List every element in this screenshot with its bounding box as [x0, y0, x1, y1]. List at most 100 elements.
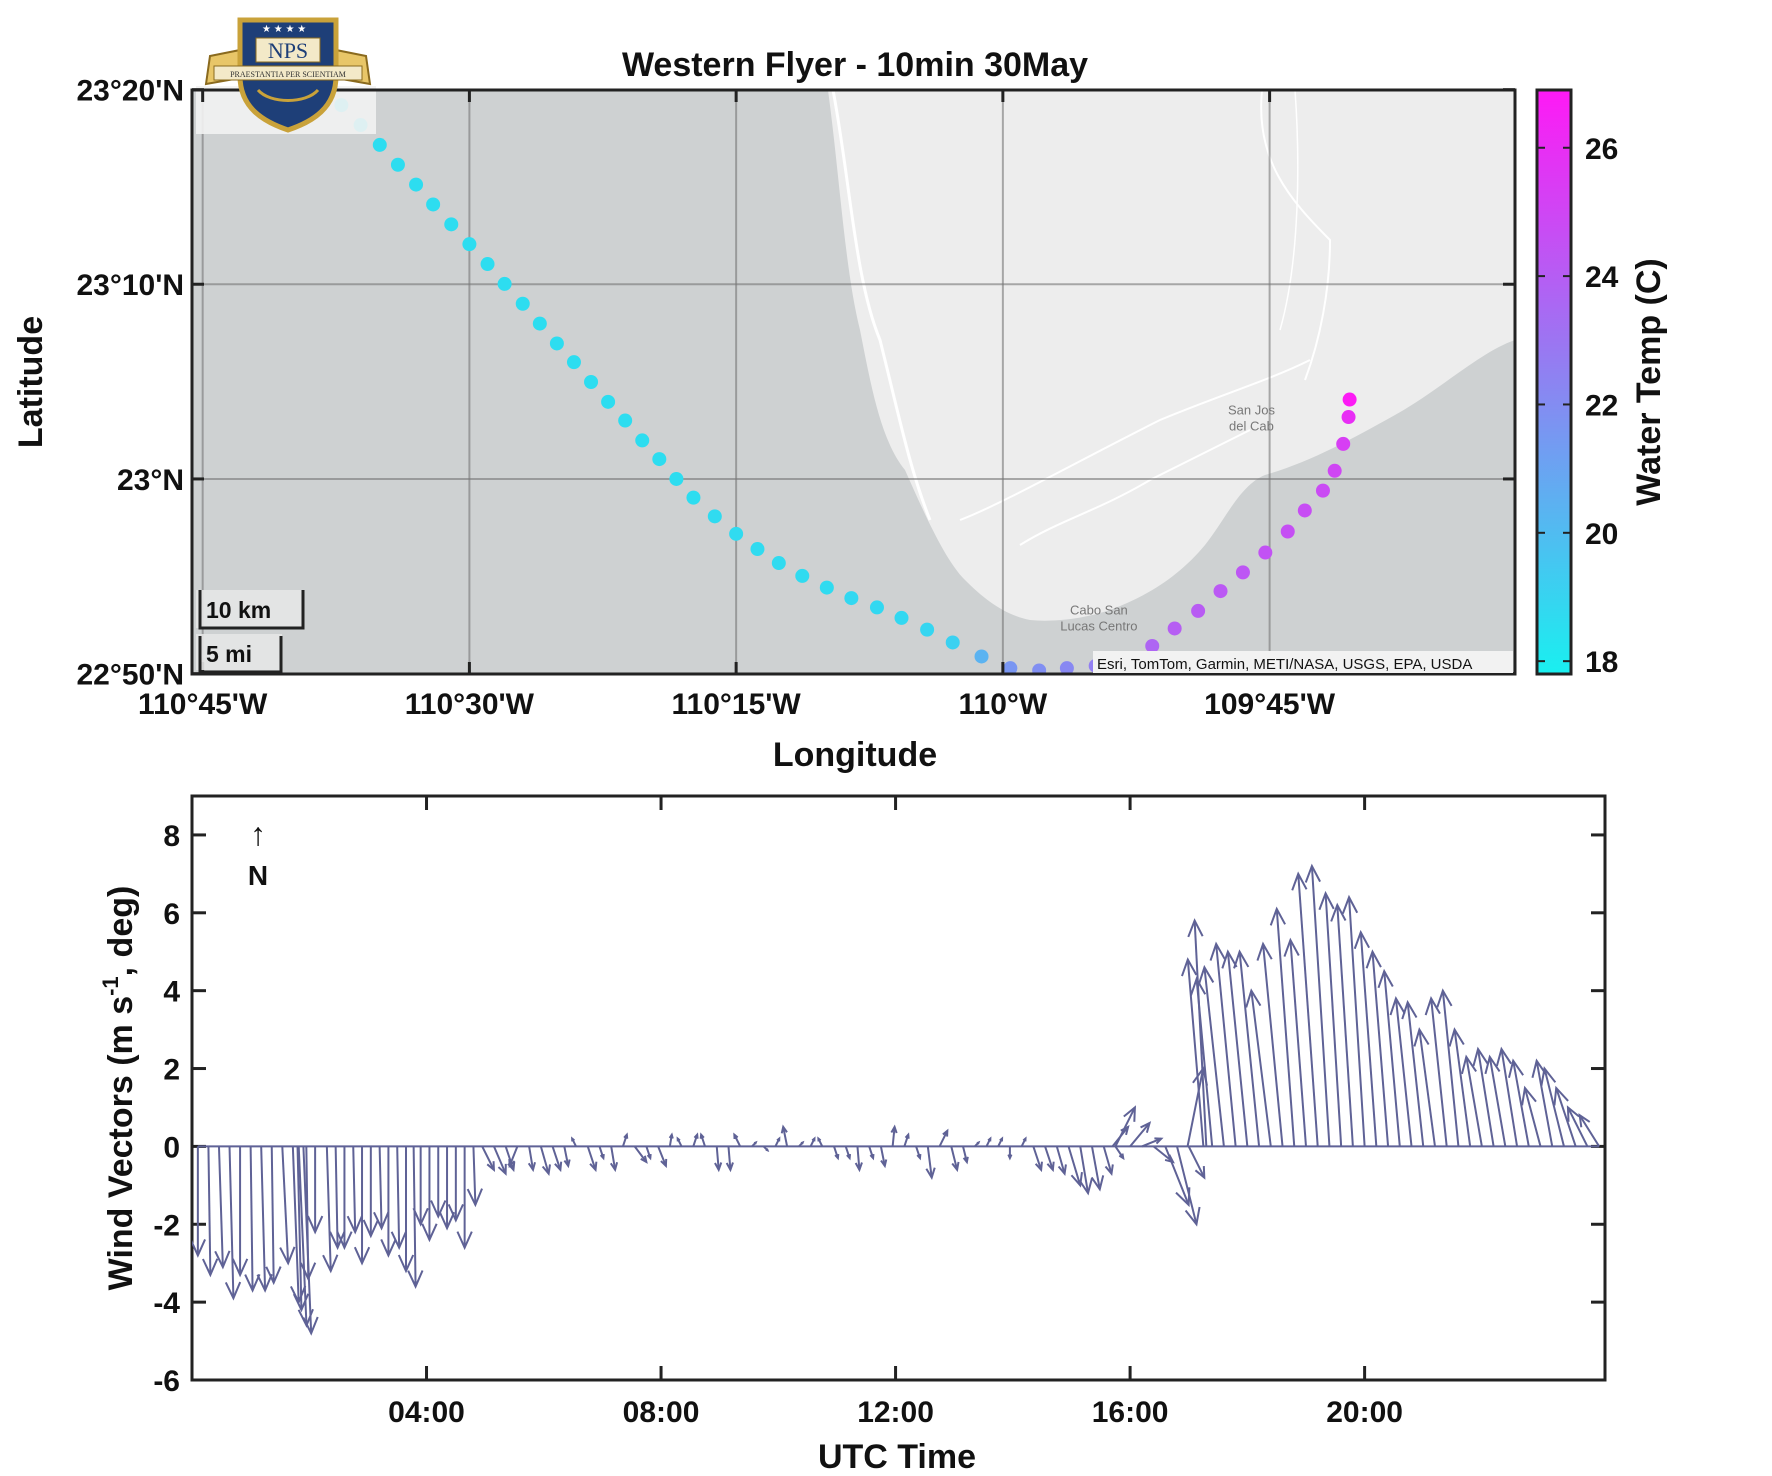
wind-y-tick-label: 2 [163, 1054, 180, 1087]
wind-vector-head [447, 1203, 464, 1223]
wind-vector-head [1269, 906, 1286, 926]
wind-vector-head [307, 1215, 324, 1235]
map-y-tick-label: 23°20'N [76, 75, 184, 108]
track-point [409, 177, 424, 192]
wind-x-tick-label: 20:00 [1326, 1396, 1403, 1429]
wind-vector-head [1460, 1054, 1477, 1075]
wind-vector-head [890, 1124, 898, 1134]
wind-vector-head [962, 1156, 969, 1165]
wind-vector-head [987, 1136, 992, 1142]
wind-vector-head [916, 1153, 922, 1161]
wind-y-tick-label: 8 [163, 820, 180, 853]
wind-vector-head [265, 1266, 282, 1286]
wind-vector-head [1448, 1027, 1465, 1047]
wind-vector-head [1070, 1171, 1083, 1188]
wind-vector [856, 1146, 861, 1170]
wind-vector [528, 1146, 535, 1170]
wind-vector [715, 1146, 720, 1170]
wind-vector-head [397, 1254, 415, 1274]
wind-vector [879, 1146, 886, 1167]
logo-text: NPS [268, 38, 308, 63]
wind-vector [1289, 939, 1307, 1147]
wind-vector-head [256, 1273, 273, 1293]
wind-vector [1359, 932, 1378, 1147]
wind-vector-head [346, 1215, 363, 1235]
road [831, 90, 932, 521]
track-point [584, 375, 599, 389]
wind-vector-head [753, 1140, 758, 1145]
wind-vector-head [1078, 1177, 1093, 1196]
wind-vector [1090, 1146, 1101, 1190]
wind-vector [1067, 1146, 1082, 1186]
wind-vector-head [1484, 1054, 1501, 1075]
map-y-axis-label: Latitude [12, 316, 50, 448]
wind-vectors [192, 863, 1600, 1336]
wind-vector-head [508, 1158, 516, 1169]
wind-vector-head [571, 1136, 575, 1142]
wind-vector-head [1022, 1136, 1027, 1142]
chart-title: Western Flyer - 10min 30May [622, 46, 1088, 84]
wind-vector [938, 1130, 949, 1147]
wind-vector [1465, 1056, 1483, 1147]
wind-vector [1310, 866, 1331, 1147]
track-point [1336, 436, 1351, 451]
wind-vector [1512, 1060, 1530, 1147]
wind-y-tick-label: -2 [153, 1209, 180, 1242]
wind-vector [1523, 1087, 1542, 1147]
wind-vector [1262, 943, 1284, 1147]
wind-vector-head [846, 1153, 852, 1161]
wind-vector-head [668, 1132, 674, 1139]
track-point [1213, 584, 1228, 599]
map-x-tick-label: 110°30'W [405, 688, 535, 721]
track-point [1167, 621, 1182, 636]
wind-vector [1176, 1146, 1198, 1225]
track-point [601, 394, 616, 409]
wind-vector-head [1007, 1154, 1013, 1161]
wind-vector-head [854, 1162, 863, 1173]
track-point [974, 649, 989, 664]
wind-x-tick-label: 16:00 [1092, 1396, 1169, 1429]
wind-vector-head [541, 1164, 551, 1176]
wind-vector-head [800, 1140, 805, 1145]
wind-vector [412, 1146, 417, 1287]
wind-vector-head [1090, 1175, 1105, 1192]
wind-vector [1371, 951, 1390, 1147]
wind-vector-head [224, 1281, 242, 1301]
map-x-tick-label: 110°W [959, 688, 1048, 721]
track-point [1280, 524, 1295, 539]
wind-vector-head [776, 1136, 781, 1142]
wind-vector-head [1540, 1066, 1557, 1086]
wind-vector-head [925, 1167, 936, 1180]
wind-vector-head [1553, 1085, 1569, 1106]
wind-vector [325, 1146, 332, 1272]
track-point [372, 137, 387, 152]
nps-logo: NPS PRAESTANTIA PER SCIENTIAM ★ ★ ★ ★ [204, 17, 372, 133]
wind-y-tick-label: 4 [163, 976, 180, 1009]
wind-y-tick-label: -4 [153, 1287, 180, 1320]
wind-vector [1441, 990, 1460, 1147]
wind-vector [217, 1146, 224, 1268]
wind-vector [1215, 943, 1237, 1147]
wind-vector-head [646, 1153, 652, 1161]
wind-vector [1186, 959, 1205, 1147]
wind-vector [962, 1146, 968, 1163]
wind-vector-head [1046, 1161, 1055, 1173]
wind-vector [249, 1146, 254, 1291]
wind-vector-head [407, 1270, 424, 1289]
land [828, 90, 1515, 621]
wind-vector-head [811, 1136, 816, 1142]
wind-vector-head [1330, 902, 1347, 922]
wind-y-tick-labels: -6 -4 -2 0 2 4 6 8 [153, 820, 180, 1398]
wind-vector-head [202, 1258, 219, 1278]
wind-vector [727, 1146, 732, 1170]
wind-vector [782, 1126, 789, 1147]
wind-vector [1488, 1056, 1507, 1147]
wind-vector-head [380, 1239, 397, 1258]
map-frame [190, 88, 1517, 676]
wind-vector-head [1495, 1046, 1512, 1067]
wind-vector-head [1291, 871, 1308, 891]
wind-vector-head [1508, 1058, 1524, 1079]
wind-x-tick-label: 08:00 [623, 1396, 700, 1429]
wind-vector-head [421, 1223, 438, 1243]
wind-vector-head [486, 1161, 495, 1172]
